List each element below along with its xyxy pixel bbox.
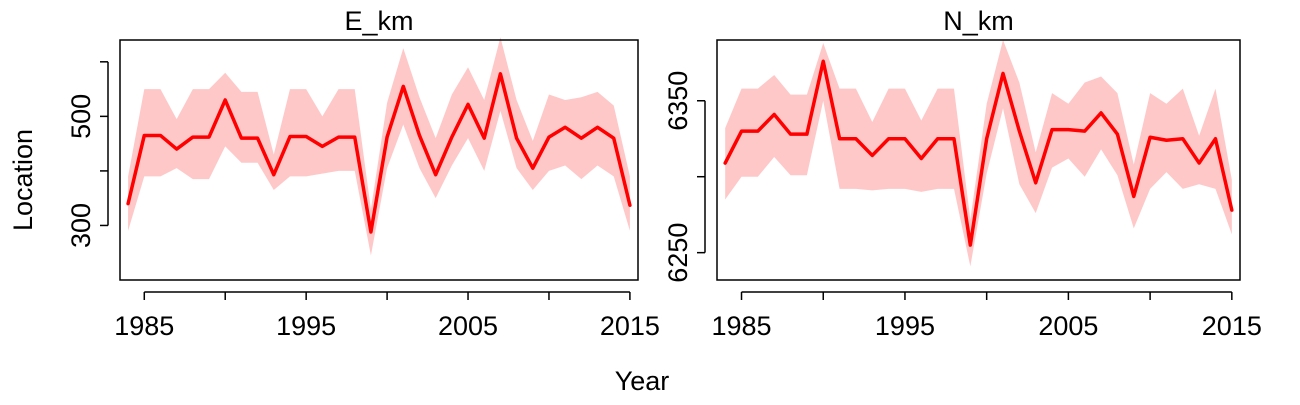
panel-title: E_km: [344, 6, 413, 36]
x-tick-label: 1995: [276, 311, 336, 341]
x-tick-label: 1985: [114, 311, 174, 341]
x-tick-label: 2005: [438, 311, 498, 341]
x-tick-label: 1995: [875, 311, 935, 341]
x-tick-label: 2005: [1038, 311, 1098, 341]
confidence-band: [725, 40, 1232, 266]
y-tick-label: 500: [66, 94, 96, 139]
panels: E_km 1985 1995 2005 2015 300 500 N_km 1985 1995 20…: [66, 6, 1262, 341]
panel-e-km: E_km 1985 1995 2005 2015 300 500: [66, 6, 660, 341]
panel-n-km: N_km 1985 1995 2005 2015 6250 6350: [663, 6, 1262, 341]
y-axis-title: Location: [8, 129, 38, 231]
x-tick-label: 2015: [600, 311, 660, 341]
confidence-band: [128, 37, 630, 255]
x-tick-label: 2015: [1202, 311, 1262, 341]
x-tick-label: 1985: [711, 311, 771, 341]
y-tick-label: 6350: [663, 71, 693, 131]
x-axis-title: Year: [615, 366, 670, 396]
panel-title: N_km: [943, 6, 1014, 36]
y-tick-label: 300: [66, 203, 96, 248]
y-tick-label: 6250: [663, 223, 693, 283]
